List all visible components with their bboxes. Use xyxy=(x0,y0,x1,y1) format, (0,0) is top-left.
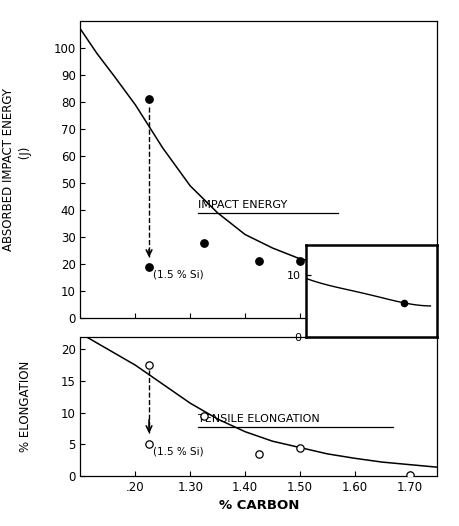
Point xyxy=(400,299,407,307)
Point xyxy=(145,440,152,449)
Point xyxy=(145,361,152,369)
Point xyxy=(145,262,152,271)
Text: IMPACT ENERGY: IMPACT ENERGY xyxy=(198,200,287,210)
Point xyxy=(200,412,207,420)
Point xyxy=(405,257,412,266)
Point xyxy=(296,443,303,452)
X-axis label: % CARBON: % CARBON xyxy=(218,500,298,512)
Y-axis label: ABSORBED IMPACT ENERGY
         (J): ABSORBED IMPACT ENERGY (J) xyxy=(2,88,32,251)
Point xyxy=(145,95,152,104)
Point xyxy=(296,257,303,266)
Text: (1.5 % Si): (1.5 % Si) xyxy=(152,446,203,456)
Point xyxy=(254,257,262,266)
Point xyxy=(405,471,412,479)
Point xyxy=(200,238,207,247)
Text: (1.5 % Si): (1.5 % Si) xyxy=(152,269,203,279)
Y-axis label: % ELONGATION: % ELONGATION xyxy=(19,361,32,452)
Text: TENSILE ELONGATION: TENSILE ELONGATION xyxy=(198,414,319,424)
Point xyxy=(254,450,262,458)
